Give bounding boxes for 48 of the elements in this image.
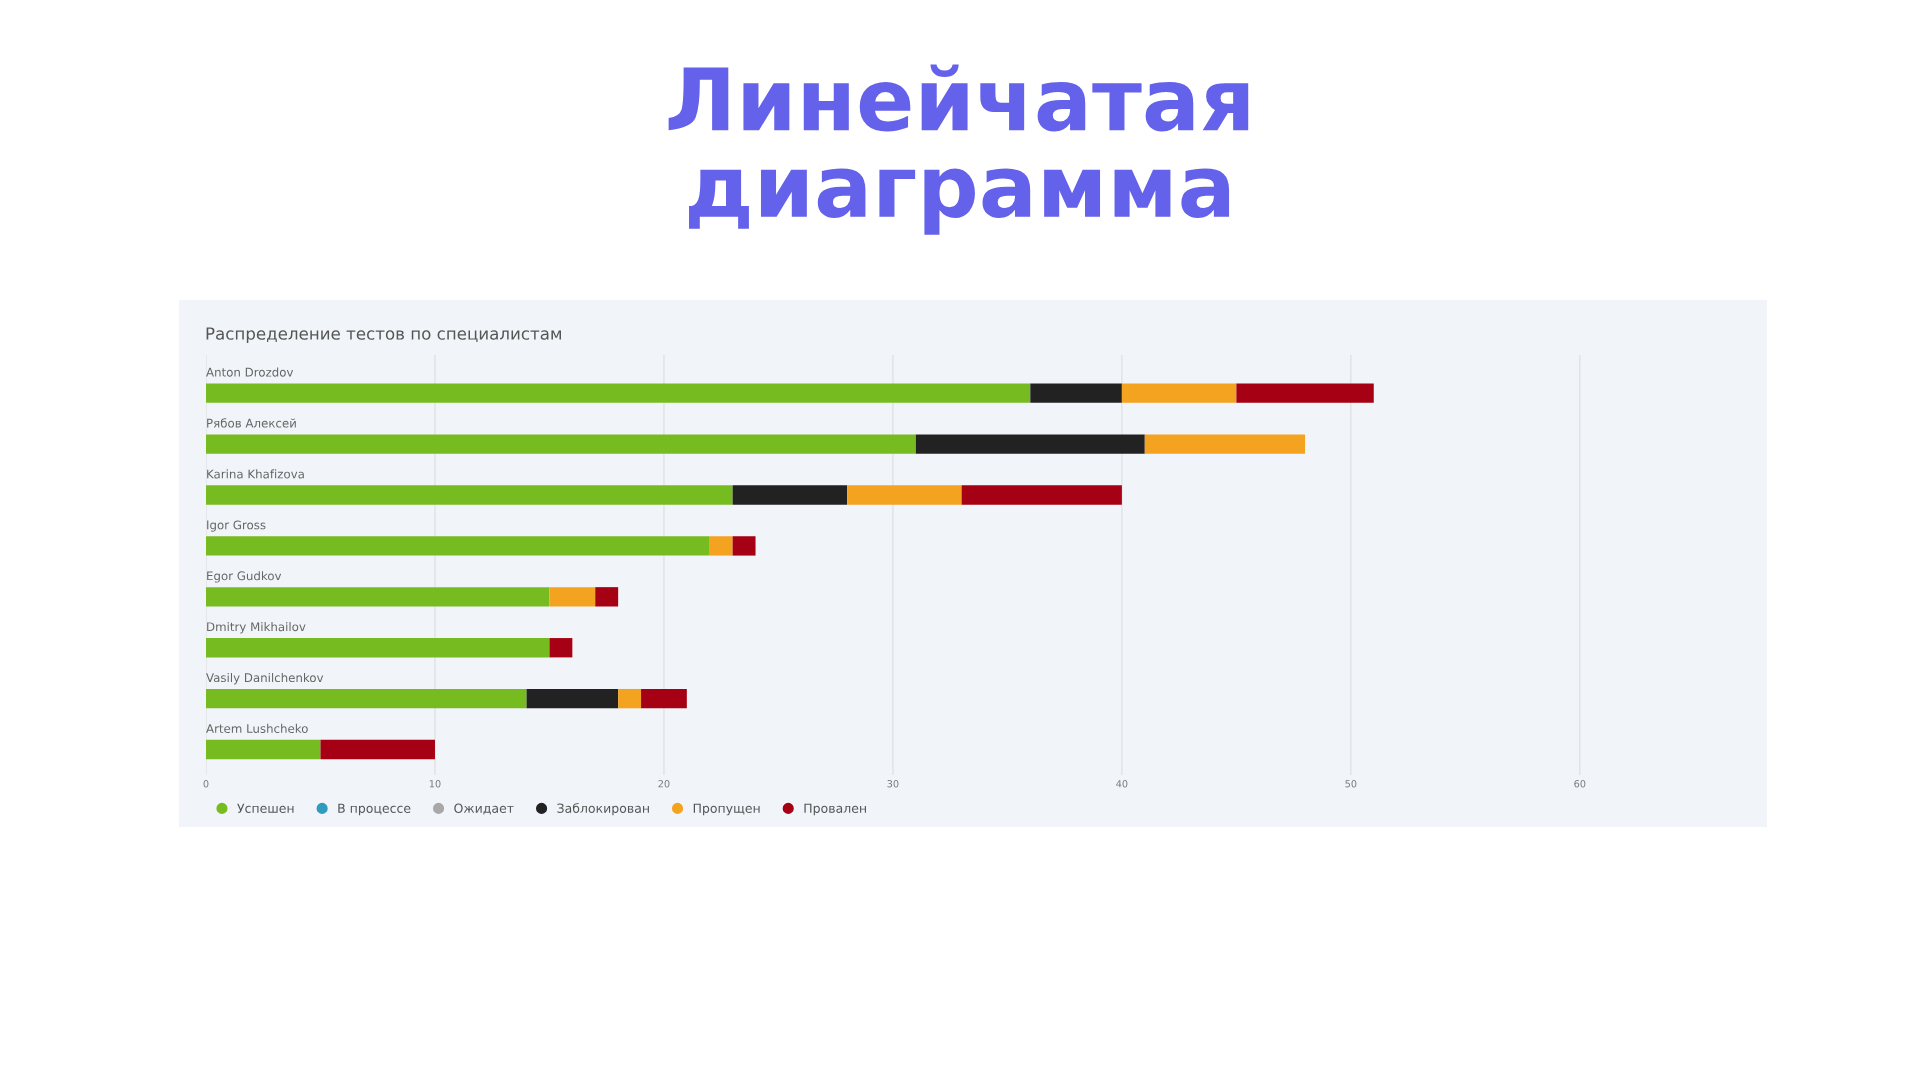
bar: [549, 587, 596, 607]
bar: [961, 485, 1122, 505]
x-tick-label: 20: [658, 780, 670, 788]
chart-title: Линейчатая диаграмма: [668, 64, 1249, 235]
bar: [206, 638, 550, 658]
bar: [206, 485, 733, 505]
x-tick-label: 30: [887, 780, 899, 788]
x-tick-label: 60: [1574, 780, 1586, 788]
x-tick-label: 10: [429, 780, 441, 788]
bar: [206, 383, 1031, 403]
bar: [320, 739, 435, 760]
bar: [847, 485, 962, 505]
legend-label: В процессе: [338, 803, 411, 816]
y-tick-label: Artem Lushcheko: [206, 723, 308, 733]
x-tick-label: 0: [203, 780, 209, 788]
bar: [206, 739, 321, 760]
x-tick-label: 40: [1116, 780, 1128, 788]
bar: [1121, 383, 1237, 403]
bar: [526, 688, 619, 709]
bar: [549, 638, 573, 658]
bar: [1030, 383, 1122, 403]
legend-label: Провален: [804, 803, 866, 816]
bar: [206, 688, 527, 709]
legend-label: Успешен: [237, 803, 294, 813]
bar: [732, 536, 756, 556]
legend-label: Заблокирован: [557, 803, 649, 816]
y-tick-label: Karina Khafizova: [207, 469, 304, 479]
bar: [595, 587, 619, 607]
bar: [1144, 434, 1306, 454]
bar: [915, 434, 1145, 454]
bar: [618, 688, 642, 709]
bar: [709, 536, 733, 556]
y-tick-label: Рябов Алексей: [207, 418, 296, 428]
x-tick-label: 50: [1345, 780, 1357, 788]
y-tick-label: Anton Drozdov: [206, 367, 294, 377]
bar: [732, 485, 848, 505]
y-tick-label: Egor Gudkov: [207, 571, 282, 583]
y-tick-label: Igor Gross: [207, 520, 266, 532]
bar: [206, 536, 710, 556]
bar: [641, 688, 687, 709]
y-tick-label: Dmitry Mikhailov: [207, 622, 306, 634]
bar: [206, 587, 550, 607]
y-tick-label: Vasily Danilchenkov: [206, 672, 324, 685]
legend-label: Пропущен: [693, 803, 760, 816]
bar: [1236, 383, 1374, 403]
legend-label: Ожидает: [454, 803, 514, 815]
bar: [206, 434, 916, 454]
chart-subtitle: Распределение тестов по специалистам: [206, 327, 561, 344]
